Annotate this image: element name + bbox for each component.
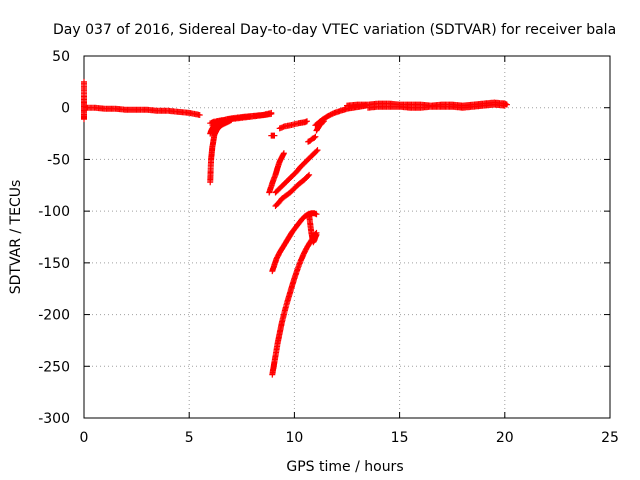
data-markers <box>81 78 510 378</box>
x-tick-label: 25 <box>601 430 619 446</box>
y-tick-label: 0 <box>61 101 70 117</box>
y-tick-label: -150 <box>38 256 70 272</box>
chart-title: Day 037 of 2016, Sidereal Day-to-day VTE… <box>53 22 616 38</box>
y-tick-label: -300 <box>38 411 70 427</box>
x-tick-label: 15 <box>391 430 409 446</box>
y-tick-label: -100 <box>38 204 70 220</box>
x-tick-label: 20 <box>496 430 514 446</box>
axis-ticks: 0 5 10 15 20 25 50 0 -50 -100 -150 -200 -250 -300 <box>38 49 619 446</box>
x-axis-label: GPS time / hours <box>286 459 403 475</box>
y-tick-label: -200 <box>38 308 70 324</box>
y-axis-label: SDTVAR / TECUs <box>8 180 24 295</box>
grid-lines <box>84 56 610 418</box>
plot-border <box>83 55 611 419</box>
x-tick-label: 5 <box>185 430 194 446</box>
data-points <box>81 78 510 378</box>
x-tick-label: 0 <box>80 430 89 446</box>
x-tick-label: 10 <box>285 430 303 446</box>
y-tick-label: -50 <box>47 152 70 168</box>
y-tick-label: 50 <box>52 49 70 65</box>
y-tick-label: -250 <box>38 359 70 375</box>
plot-frame <box>83 55 611 419</box>
